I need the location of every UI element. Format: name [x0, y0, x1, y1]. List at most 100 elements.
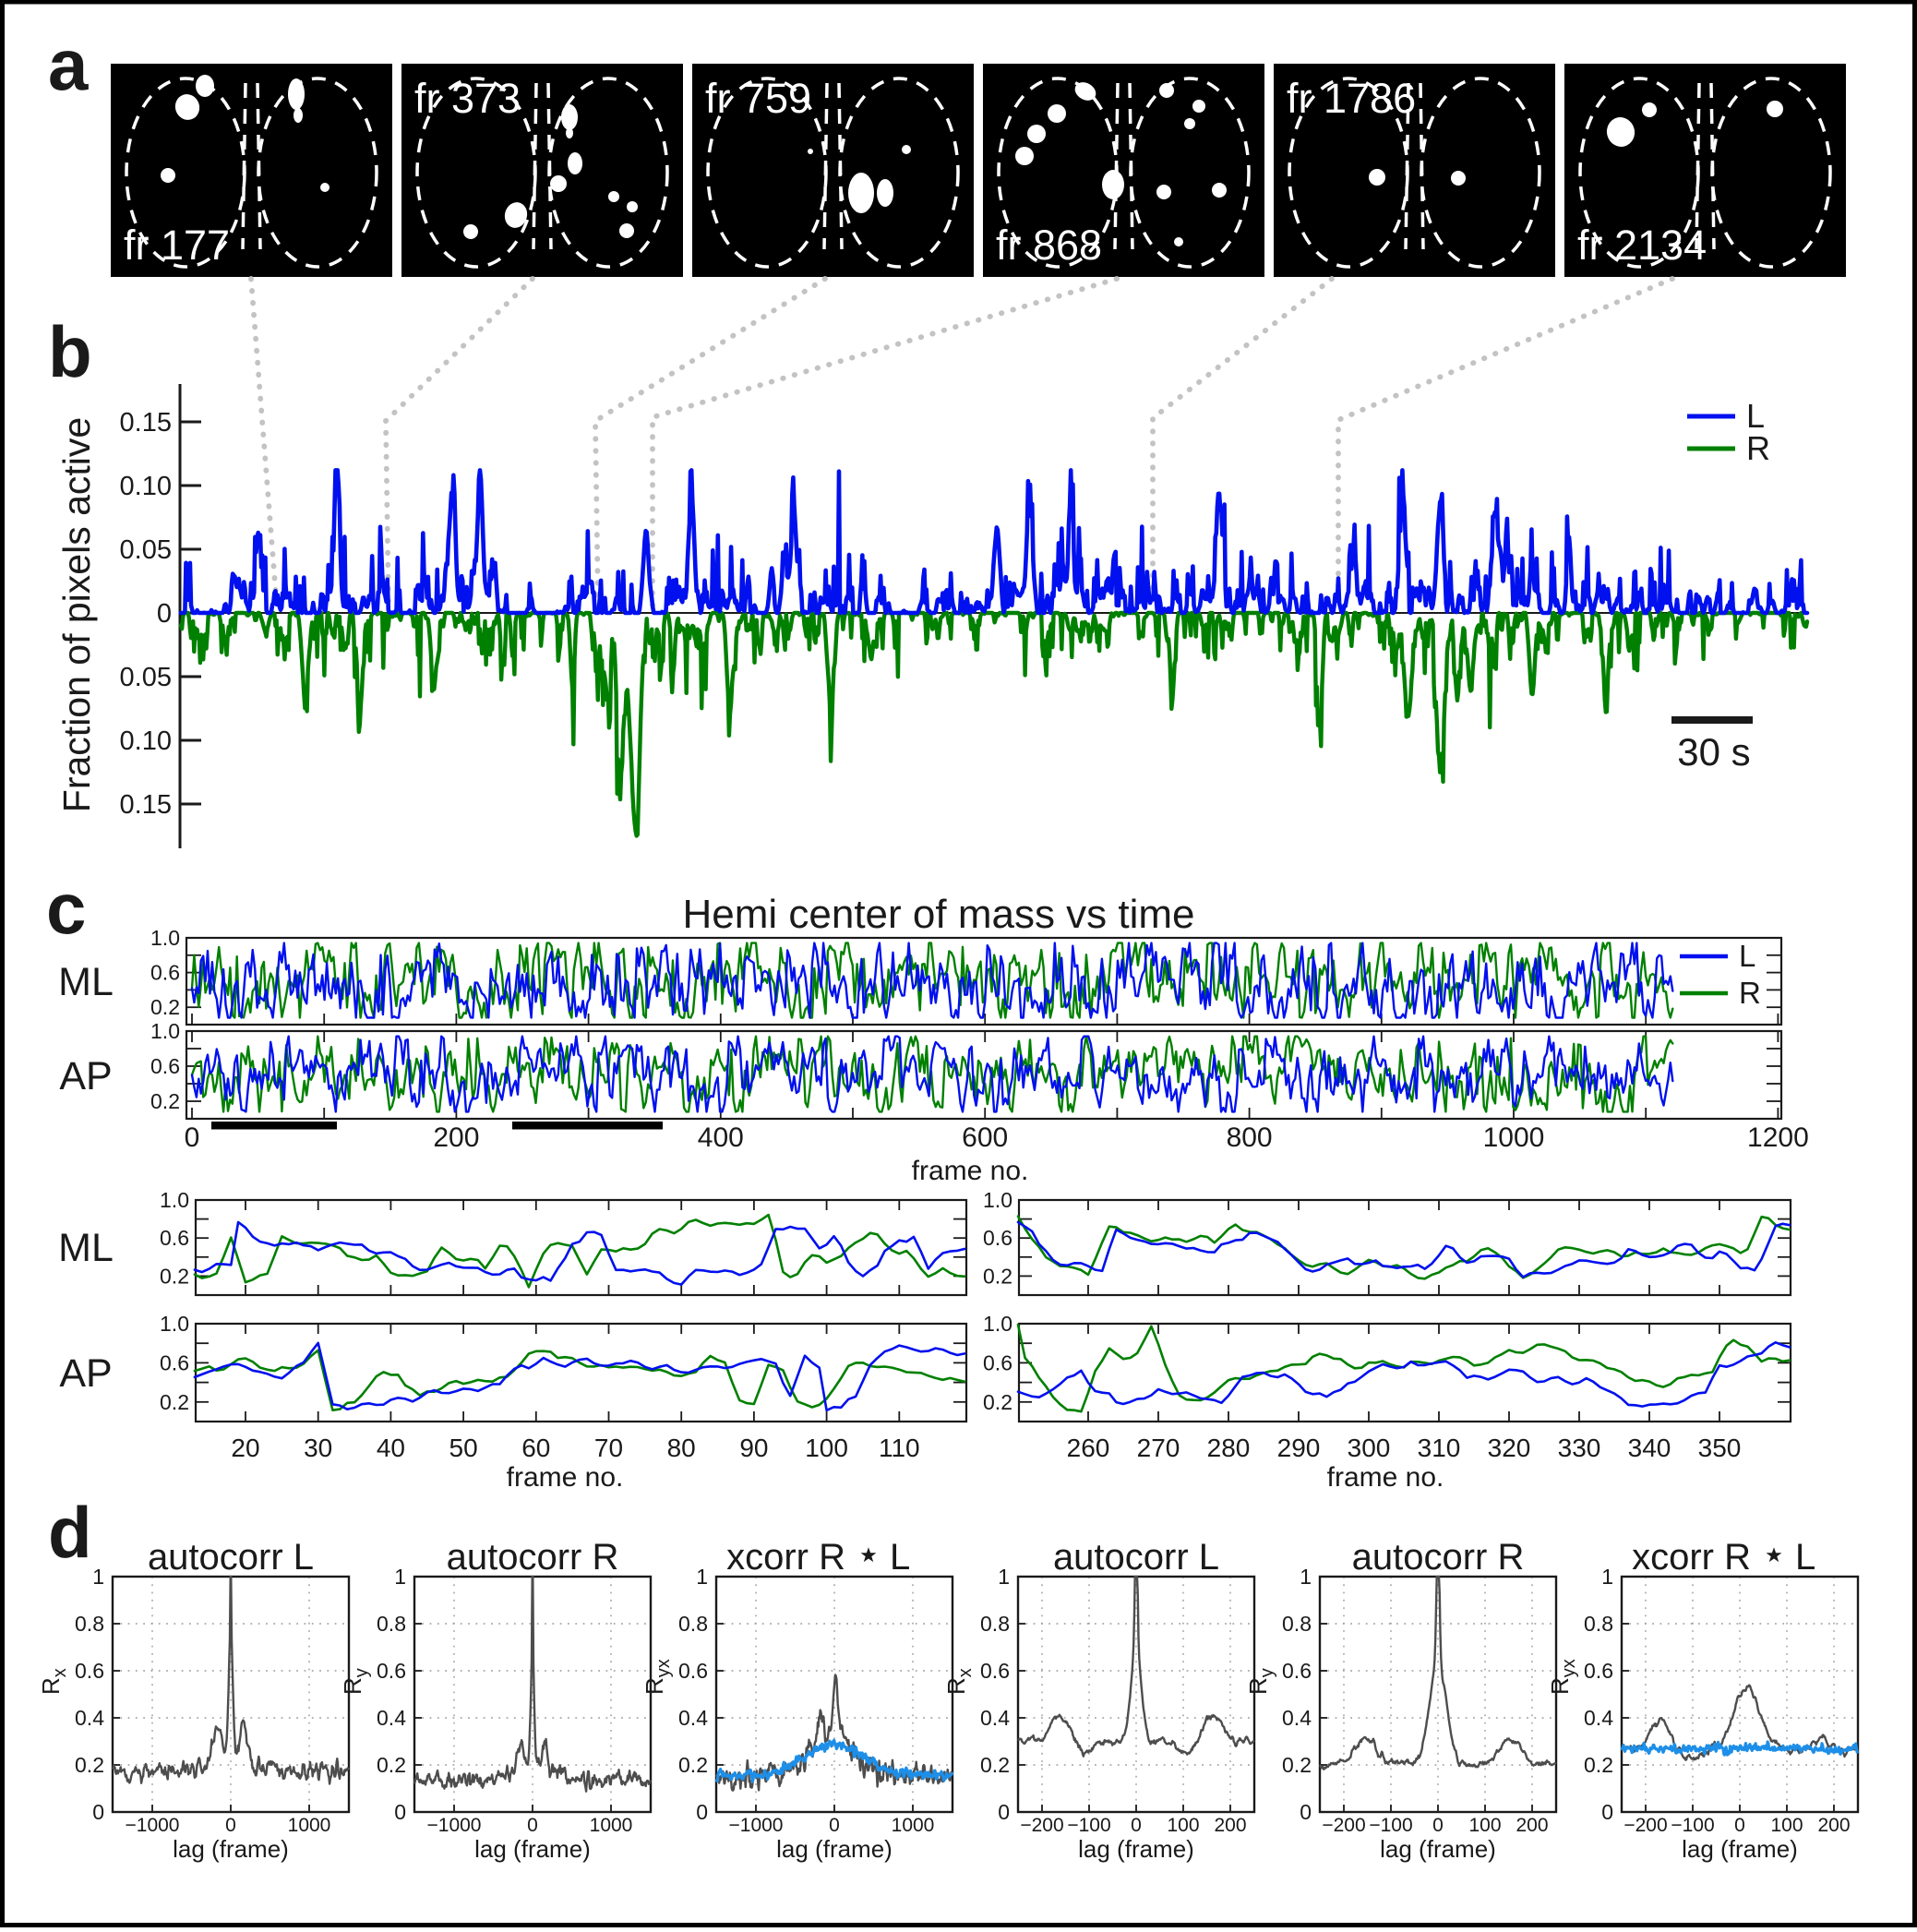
svg-text:0.2: 0.2: [377, 1753, 406, 1777]
svg-text:0.6: 0.6: [377, 1659, 406, 1683]
svg-text:0.4: 0.4: [980, 1706, 1010, 1730]
svg-text:fr 868: fr 868: [996, 222, 1102, 269]
svg-text:1000: 1000: [1483, 1122, 1545, 1153]
svg-text:0.8: 0.8: [1282, 1612, 1312, 1636]
svg-text:1000: 1000: [590, 1815, 633, 1836]
svg-text:−200: −200: [1623, 1815, 1667, 1836]
svg-text:0: 0: [92, 1800, 104, 1824]
svg-text:0.2: 0.2: [1584, 1753, 1613, 1777]
svg-text:100: 100: [1167, 1815, 1199, 1836]
svg-text:fr 1786: fr 1786: [1287, 75, 1416, 122]
svg-text:1.0: 1.0: [983, 1312, 1012, 1336]
svg-text:−1000: −1000: [729, 1815, 784, 1836]
svg-text:270: 270: [1137, 1434, 1180, 1462]
svg-text:0.4: 0.4: [678, 1706, 708, 1730]
svg-text:−200: −200: [1322, 1815, 1365, 1836]
svg-text:autocorr L: autocorr L: [1053, 1537, 1219, 1578]
svg-text:lag (frame): lag (frame): [1380, 1835, 1496, 1863]
svg-text:0.05: 0.05: [120, 535, 172, 565]
svg-text:310: 310: [1418, 1434, 1461, 1462]
svg-text:1000: 1000: [892, 1815, 935, 1836]
svg-text:1: 1: [394, 1565, 406, 1589]
svg-text:−100: −100: [1671, 1815, 1714, 1836]
svg-text:0.8: 0.8: [980, 1612, 1010, 1636]
svg-text:1: 1: [998, 1565, 1010, 1589]
svg-text:600: 600: [962, 1122, 1008, 1153]
svg-text:1.0: 1.0: [150, 1019, 180, 1043]
svg-text:0.4: 0.4: [377, 1706, 406, 1730]
svg-text:0.4: 0.4: [1584, 1706, 1613, 1730]
svg-text:400: 400: [698, 1122, 744, 1153]
svg-text:0.6: 0.6: [983, 1350, 1012, 1374]
svg-text:1.0: 1.0: [983, 1188, 1012, 1212]
svg-text:1000: 1000: [288, 1815, 331, 1836]
svg-text:L: L: [1739, 939, 1755, 973]
svg-text:40: 40: [377, 1434, 405, 1462]
svg-text:L: L: [1795, 1537, 1815, 1578]
svg-text:1: 1: [92, 1565, 104, 1589]
svg-text:100: 100: [805, 1434, 848, 1462]
svg-text:350: 350: [1698, 1434, 1742, 1462]
svg-text:0.8: 0.8: [678, 1612, 708, 1636]
svg-text:300: 300: [1348, 1434, 1391, 1462]
svg-text:Ry: Ry: [1244, 1668, 1277, 1695]
svg-text:−200: −200: [1020, 1815, 1063, 1836]
svg-text:0.6: 0.6: [983, 1226, 1012, 1250]
svg-text:30: 30: [304, 1434, 332, 1462]
svg-text:fr 177: fr 177: [124, 222, 230, 269]
svg-text:0.2: 0.2: [160, 1264, 189, 1288]
svg-text:1: 1: [1601, 1565, 1613, 1589]
svg-text:1.0: 1.0: [160, 1188, 189, 1212]
svg-text:lag (frame): lag (frame): [776, 1835, 893, 1863]
svg-text:AP: AP: [59, 1351, 112, 1396]
svg-text:100: 100: [1770, 1815, 1803, 1836]
svg-text:0.6: 0.6: [150, 1054, 180, 1078]
svg-text:80: 80: [667, 1434, 696, 1462]
svg-text:c: c: [46, 868, 86, 949]
svg-text:200: 200: [1214, 1815, 1246, 1836]
svg-text:Hemi center of mass vs time: Hemi center of mass vs time: [682, 892, 1194, 937]
svg-text:0: 0: [225, 1815, 236, 1836]
svg-text:1200: 1200: [1747, 1122, 1809, 1153]
svg-text:0.2: 0.2: [983, 1264, 1012, 1288]
svg-text:Rx: Rx: [37, 1668, 70, 1695]
svg-text:0: 0: [157, 599, 172, 629]
svg-text:0.6: 0.6: [1282, 1659, 1312, 1683]
svg-text:0.6: 0.6: [75, 1659, 104, 1683]
svg-text:0: 0: [1131, 1815, 1142, 1836]
svg-text:1: 1: [696, 1565, 708, 1589]
svg-text:ML: ML: [58, 1226, 114, 1270]
svg-text:frame no.: frame no.: [1327, 1462, 1444, 1493]
svg-text:0.6: 0.6: [160, 1350, 189, 1374]
svg-text:0.2: 0.2: [150, 995, 180, 1019]
svg-text:fr 373: fr 373: [414, 75, 521, 122]
svg-text:0: 0: [527, 1815, 538, 1836]
svg-text:lag (frame): lag (frame): [173, 1835, 289, 1863]
svg-text:−100: −100: [1369, 1815, 1412, 1836]
svg-text:L: L: [890, 1537, 910, 1578]
svg-text:60: 60: [521, 1434, 550, 1462]
svg-text:70: 70: [594, 1434, 623, 1462]
svg-text:260: 260: [1067, 1434, 1110, 1462]
svg-text:−100: −100: [1067, 1815, 1110, 1836]
svg-text:0.8: 0.8: [377, 1612, 406, 1636]
svg-text:fr 2134: fr 2134: [1577, 222, 1707, 269]
svg-text:Ryx: Ryx: [1546, 1659, 1579, 1695]
svg-text:a: a: [48, 24, 89, 105]
svg-text:90: 90: [739, 1434, 768, 1462]
svg-text:290: 290: [1277, 1434, 1321, 1462]
svg-text:AP: AP: [59, 1054, 112, 1098]
svg-text:110: 110: [879, 1434, 920, 1462]
svg-text:0.2: 0.2: [980, 1753, 1010, 1777]
svg-text:Ryx: Ryx: [641, 1659, 674, 1695]
svg-text:0.2: 0.2: [75, 1753, 104, 1777]
svg-text:0.6: 0.6: [150, 961, 180, 985]
svg-text:Fraction of pixels active: Fraction of pixels active: [55, 417, 98, 812]
svg-text:0.6: 0.6: [1584, 1659, 1613, 1683]
svg-text:320: 320: [1488, 1434, 1531, 1462]
svg-text:280: 280: [1207, 1434, 1251, 1462]
svg-text:1.0: 1.0: [160, 1312, 189, 1336]
svg-text:frame no.: frame no.: [912, 1156, 1029, 1186]
svg-text:0.15: 0.15: [120, 408, 172, 438]
svg-text:−1000: −1000: [427, 1815, 482, 1836]
